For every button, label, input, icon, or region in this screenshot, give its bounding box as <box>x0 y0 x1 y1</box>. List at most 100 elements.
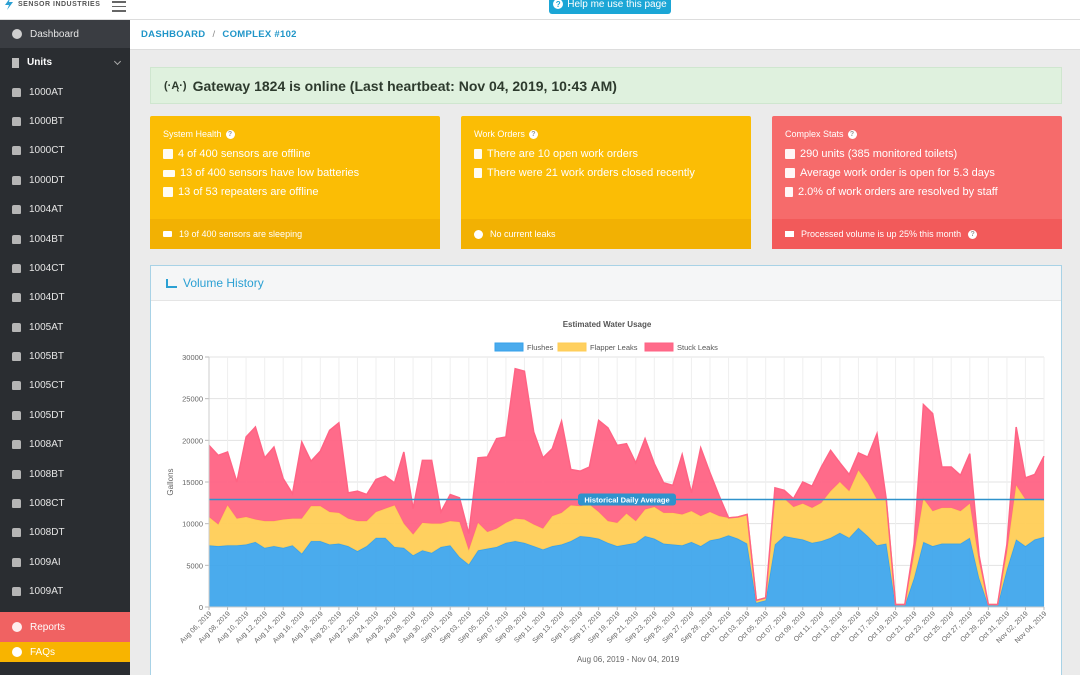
clipboard-check-icon <box>474 168 482 178</box>
sidebar-item-unit[interactable]: 1008CT <box>0 489 130 518</box>
average-label-badge <box>578 493 676 506</box>
card-line: 13 of 400 sensors have low batteries <box>163 167 359 179</box>
series-area[interactable] <box>209 527 1044 607</box>
chart-title: Estimated Water Usage <box>563 320 652 329</box>
sidebar-item-label: 1008CT <box>29 498 65 510</box>
sidebar-item-label: 1005DT <box>29 409 65 421</box>
breadcrumb-current[interactable]: COMPLEX #102 <box>222 29 297 40</box>
legend-swatch[interactable] <box>494 342 524 352</box>
info-icon[interactable]: ? <box>528 129 538 139</box>
y-tick-label: 20000 <box>182 436 203 445</box>
sidebar-item-dashboard[interactable]: Dashboard <box>0 20 130 48</box>
sidebar-item-reports[interactable]: Reports <box>0 612 130 642</box>
sidebar-item-label: 1000CT <box>29 145 65 157</box>
calendar-icon <box>785 168 795 178</box>
sidebar-item-unit[interactable]: 1004CT <box>0 254 130 283</box>
sidebar-item-unit[interactable]: 1004DT <box>0 283 130 312</box>
sidebar-item-unit[interactable]: 1004BT <box>0 224 130 253</box>
question-icon <box>12 647 22 657</box>
dashboard-icon <box>12 29 22 39</box>
y-tick-label: 25000 <box>182 395 203 404</box>
legend-label[interactable]: Flushes <box>527 343 554 352</box>
y-tick-label: 0 <box>199 603 203 612</box>
sidebar-item-label: 1008DT <box>29 527 65 539</box>
sidebar-item-unit[interactable]: 1005CT <box>0 371 130 400</box>
help-button[interactable]: ? Help me use this page <box>549 0 671 14</box>
card-footer-text: No current leaks <box>490 229 556 239</box>
sidebar-item-label: 1005CT <box>29 380 65 392</box>
bed-icon <box>163 231 172 237</box>
chart-areas <box>208 367 1045 607</box>
menu-toggle-icon[interactable] <box>112 1 126 12</box>
card-line-text: There are 10 open work orders <box>487 148 639 160</box>
sidebar-item-unit[interactable]: 1000AT <box>0 77 130 106</box>
series-area[interactable] <box>209 470 1044 606</box>
sidebar-item-unit[interactable]: 1005BT <box>0 342 130 371</box>
sitemap-icon <box>163 187 173 197</box>
toilet-icon <box>12 528 21 538</box>
sidebar-item-unit[interactable]: 1008BT <box>0 459 130 488</box>
sidebar-item-faq[interactable]: FAQs <box>0 642 130 662</box>
y-tick-label: 10000 <box>182 520 203 529</box>
toilet-icon <box>12 293 21 303</box>
legend-swatch[interactable] <box>557 342 587 352</box>
battery-icon <box>163 169 175 177</box>
sidebar-item-label: 1009AT <box>29 586 64 598</box>
sidebar-item-unit[interactable]: 1004AT <box>0 195 130 224</box>
legend-label[interactable]: Stuck Leaks <box>677 343 718 352</box>
y-tick-label: 30000 <box>182 353 203 362</box>
sidebar-item-unit[interactable]: 1005AT <box>0 313 130 342</box>
toilet-icon <box>785 149 795 159</box>
card-line-text: 4 of 400 sensors are offline <box>178 148 311 160</box>
card-line-text: 13 of 400 sensors have low batteries <box>180 167 360 179</box>
legend-swatch[interactable] <box>644 342 674 352</box>
toilet-icon <box>12 440 21 450</box>
average-line: Historical Daily Average <box>209 493 1044 506</box>
sidebar-item-unit[interactable]: 1000BT <box>0 107 130 136</box>
chip-icon <box>163 149 173 159</box>
sidebar-item-unit[interactable]: 1009AI <box>0 548 130 577</box>
card-line: Average work order is open for 5.3 days <box>785 167 995 179</box>
y-tick-label: 5000 <box>186 561 203 570</box>
legend-label[interactable]: Flapper Leaks <box>590 343 638 352</box>
sidebar-item-units[interactable]: Units <box>0 48 130 77</box>
top-bar: SENSOR INDUSTRIES ? Help me use this pag… <box>0 0 1080 20</box>
sidebar-item-unit[interactable]: 1005DT <box>0 401 130 430</box>
toilet-icon <box>12 499 21 509</box>
sidebar-item-unit[interactable]: 1009AT <box>0 577 130 606</box>
sidebar-item-label: 1008BT <box>29 468 65 480</box>
info-icon[interactable]: ? <box>225 129 235 139</box>
x-tick-label: Aug 06, 2019 <box>179 610 213 644</box>
clipboard-icon <box>474 149 482 159</box>
brand-logo[interactable]: SENSOR INDUSTRIES <box>4 0 100 14</box>
sidebar-item-unit[interactable]: 1000DT <box>0 166 130 195</box>
volume-chart[interactable]: Estimated Water Usage Flushes Flapper Lea… <box>151 302 1061 675</box>
toilet-icon <box>12 352 21 362</box>
chart-legend[interactable]: Flushes Flapper Leaks Stuck Leaks <box>494 342 718 352</box>
help-button-label: Help me use this page <box>567 0 667 10</box>
card-line: 2.0% of work orders are resolved by staf… <box>785 186 998 198</box>
breadcrumb: DASHBOARD / COMPLEX #102 <box>130 20 1080 50</box>
sidebar-item-unit[interactable]: 1008AT <box>0 430 130 459</box>
info-icon[interactable]: ? <box>968 229 978 239</box>
card-line-text: 2.0% of work orders are resolved by staf… <box>798 186 998 198</box>
card-line-text: There were 21 work orders closed recentl… <box>487 167 695 179</box>
info-icon[interactable]: ? <box>847 129 857 139</box>
sidebar-item-label: 1004AT <box>29 204 64 216</box>
series-area[interactable] <box>209 368 1044 605</box>
sidebar-item-unit[interactable]: 1008DT <box>0 518 130 547</box>
sidebar-item-label: 1004BT <box>29 233 65 245</box>
gateway-status-text: Gateway 1824 is online (Last heartbeat: … <box>192 77 617 94</box>
building-icon <box>12 57 19 68</box>
toilet-icon <box>12 116 21 126</box>
breadcrumb-dashboard-link[interactable]: DASHBOARD <box>141 29 206 40</box>
sidebar-item-label: 1000DT <box>29 174 65 186</box>
sidebar-item-label: 1005AT <box>29 321 64 333</box>
sidebar-item-unit[interactable]: 1000CT <box>0 136 130 165</box>
sidebar-item-label: Dashboard <box>30 28 79 40</box>
chevron-down-icon <box>113 57 122 66</box>
user-badge-icon <box>785 187 793 197</box>
card-footer: No current leaks <box>461 219 751 249</box>
x-axis-label: Aug 06, 2019 - Nov 04, 2019 <box>577 655 680 664</box>
